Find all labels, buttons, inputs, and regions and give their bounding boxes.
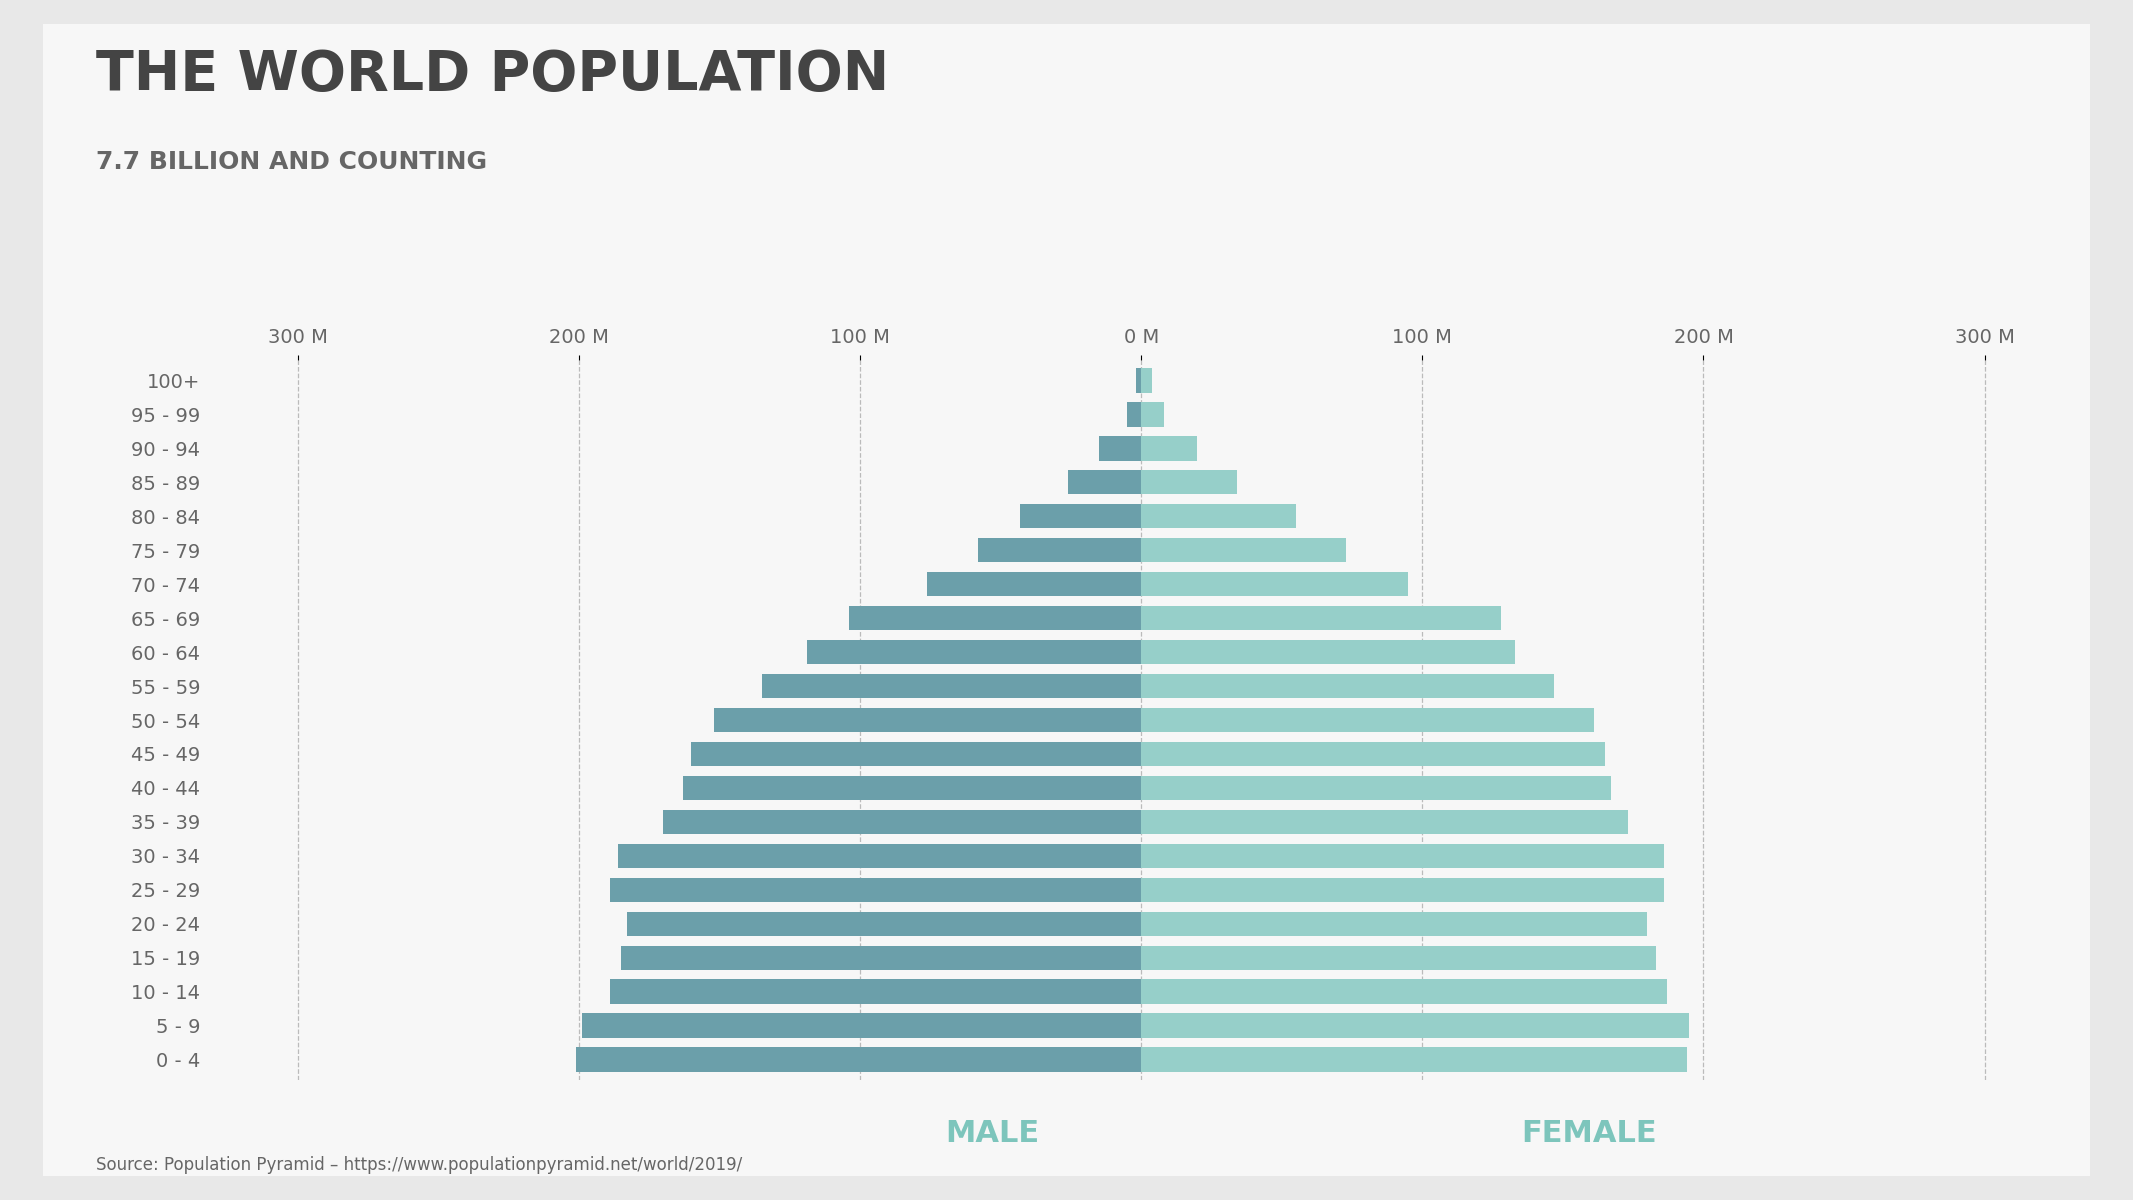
Bar — [1141, 606, 1502, 630]
Bar — [621, 946, 1141, 970]
Bar — [1141, 810, 1627, 834]
Bar — [1141, 844, 1664, 868]
Bar — [1141, 572, 1408, 596]
Bar — [715, 708, 1141, 732]
Bar — [619, 844, 1141, 868]
Bar — [1141, 912, 1647, 936]
Bar — [928, 572, 1141, 596]
Text: THE WORLD POPULATION: THE WORLD POPULATION — [96, 48, 889, 102]
Bar — [761, 674, 1141, 698]
Bar — [1141, 979, 1668, 1004]
Bar — [1020, 504, 1141, 528]
Bar — [1141, 640, 1514, 665]
Bar — [1141, 775, 1610, 800]
Bar — [1141, 436, 1197, 461]
Bar — [610, 877, 1141, 902]
Text: FEMALE: FEMALE — [1521, 1120, 1657, 1148]
Bar — [806, 640, 1141, 665]
Bar — [979, 538, 1141, 563]
Bar — [1098, 436, 1141, 461]
Bar — [610, 979, 1141, 1004]
Bar — [627, 912, 1141, 936]
Bar — [1126, 402, 1141, 426]
Bar — [663, 810, 1141, 834]
Bar — [1141, 470, 1237, 494]
Text: MALE: MALE — [945, 1120, 1039, 1148]
Bar — [1141, 877, 1664, 902]
Bar — [1141, 1014, 1689, 1038]
Bar — [1141, 538, 1346, 563]
Bar — [1141, 1048, 1687, 1072]
Bar — [683, 775, 1141, 800]
Bar — [1141, 742, 1606, 766]
Bar — [1141, 674, 1555, 698]
Bar — [691, 742, 1141, 766]
Bar — [576, 1048, 1141, 1072]
Bar — [1141, 368, 1152, 392]
Text: Source: Population Pyramid – https://www.populationpyramid.net/world/2019/: Source: Population Pyramid – https://www… — [96, 1156, 742, 1174]
Bar — [1141, 504, 1297, 528]
Bar — [849, 606, 1141, 630]
Bar — [1135, 368, 1141, 392]
Bar — [1069, 470, 1141, 494]
Bar — [1141, 708, 1593, 732]
Bar — [1141, 402, 1165, 426]
Bar — [582, 1014, 1141, 1038]
Bar — [1141, 946, 1655, 970]
Text: 7.7 BILLION AND COUNTING: 7.7 BILLION AND COUNTING — [96, 150, 486, 174]
